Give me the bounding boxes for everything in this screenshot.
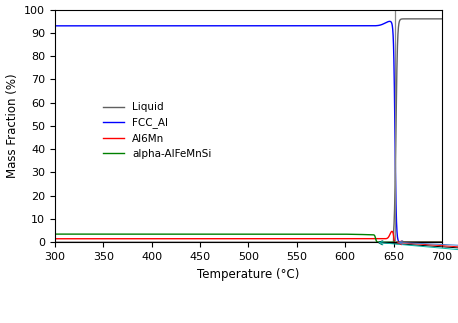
FCC_Al	[408, 240, 414, 244]
FCC_Al	[427, 240, 433, 244]
alpha-AlFeMnSi	[408, 240, 414, 244]
Text: 631.2℃: 631.2℃	[379, 241, 458, 323]
Al6Mn	[236, 237, 241, 241]
FCC_Al	[333, 24, 339, 28]
Text: 650.4℃: 650.4℃	[398, 241, 458, 311]
Al6Mn	[215, 237, 220, 241]
FCC_Al	[215, 24, 220, 28]
Line: FCC_Al: FCC_Al	[55, 21, 442, 242]
Al6Mn	[403, 240, 409, 244]
alpha-AlFeMnSi	[391, 240, 396, 244]
Liquid	[215, 240, 220, 244]
FCC_Al	[439, 240, 445, 244]
Liquid	[408, 17, 414, 21]
FCC_Al	[387, 19, 393, 23]
alpha-AlFeMnSi	[333, 232, 339, 236]
X-axis label: Temperature (°C): Temperature (°C)	[197, 267, 300, 281]
Liquid	[218, 240, 224, 244]
Line: Al6Mn: Al6Mn	[55, 231, 442, 242]
FCC_Al	[218, 24, 224, 28]
Al6Mn	[427, 240, 433, 244]
Liquid	[422, 17, 427, 21]
alpha-AlFeMnSi	[427, 240, 433, 244]
Liquid	[52, 240, 58, 244]
alpha-AlFeMnSi	[52, 232, 58, 236]
FCC_Al	[236, 24, 241, 28]
Line: alpha-AlFeMnSi: alpha-AlFeMnSi	[55, 234, 442, 242]
Al6Mn	[52, 237, 58, 241]
Liquid	[333, 240, 339, 244]
Liquid	[439, 17, 445, 21]
Text: 651.5℃: 651.5℃	[399, 241, 458, 291]
Text: 630.4℃: 630.4℃	[378, 241, 458, 305]
Al6Mn	[389, 229, 395, 233]
alpha-AlFeMnSi	[236, 232, 241, 236]
FCC_Al	[52, 24, 58, 28]
Al6Mn	[408, 240, 414, 244]
Al6Mn	[333, 237, 339, 241]
alpha-AlFeMnSi	[215, 232, 220, 236]
Liquid	[427, 17, 433, 21]
Liquid	[236, 240, 241, 244]
Line: Liquid: Liquid	[55, 19, 442, 242]
Al6Mn	[218, 237, 224, 241]
alpha-AlFeMnSi	[218, 232, 224, 236]
Legend: Liquid, FCC_Al, Al6Mn, alpha-AlFeMnSi: Liquid, FCC_Al, Al6Mn, alpha-AlFeMnSi	[99, 98, 216, 163]
FCC_Al	[417, 240, 423, 244]
alpha-AlFeMnSi	[439, 240, 445, 244]
Y-axis label: Mass Fraction (%): Mass Fraction (%)	[5, 74, 19, 178]
Al6Mn	[439, 240, 445, 244]
